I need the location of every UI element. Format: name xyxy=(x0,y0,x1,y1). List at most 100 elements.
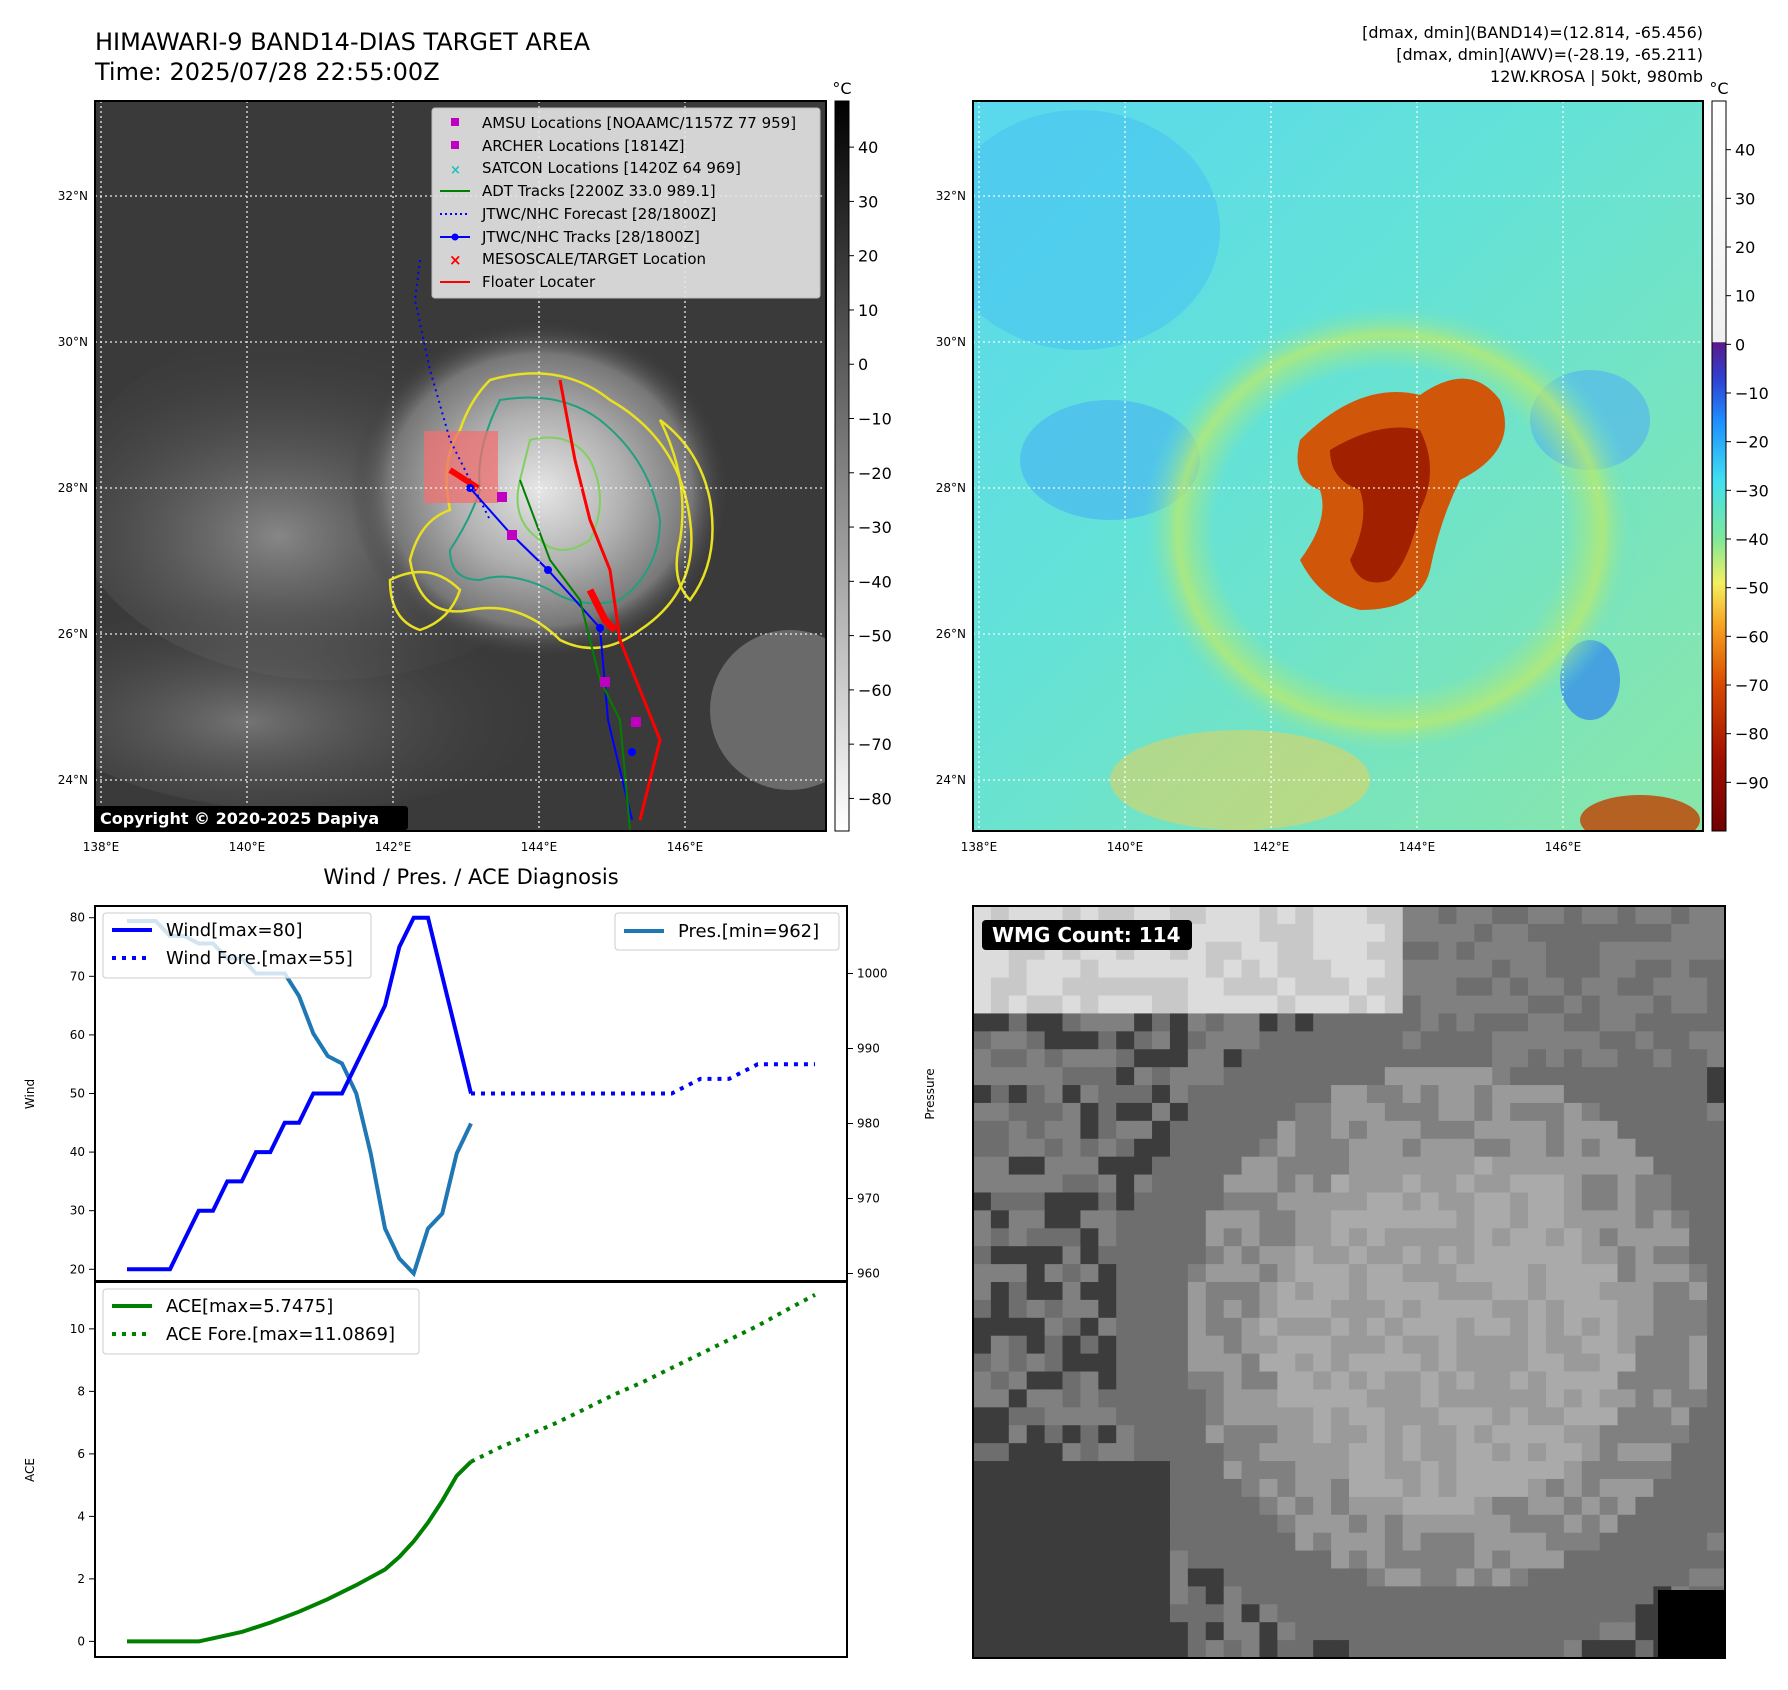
ir-colorbar-tick-10: −60 xyxy=(858,681,892,700)
wind-pressure-chart: 20 30 40 50 60 70 80 960 970 980 990 1000 Wind Pre… xyxy=(23,905,937,1282)
awv-colorbar-tick-1: 30 xyxy=(1735,189,1755,208)
wind-ylabel: Wind xyxy=(23,1079,37,1109)
svg-text:×: × xyxy=(449,251,462,269)
awv-colorbar: °C 40 30 20 10 0 −10 −20 −30 −40 −50 −60 −70 −80 −90 xyxy=(1709,79,1769,832)
ace-legend-label: ACE[max=5.7475] xyxy=(166,1296,333,1317)
ir-colorbar-unit: °C xyxy=(832,79,851,98)
ace-axis-tick-4: 8 xyxy=(77,1384,85,1398)
copyright-text: Copyright © 2020-2025 Dapiya xyxy=(100,809,379,828)
pressure-ylabel: Pressure xyxy=(923,1068,937,1119)
ir-colorbar-tick-11: −70 xyxy=(858,735,892,754)
awv-colorbar-tick-13: −90 xyxy=(1735,773,1769,792)
awv-map: 32°N 30°N 28°N 26°N 24°N 138°E 140°E 142… xyxy=(936,79,1769,854)
legend-satcon: SATCON Locations [1420Z 64 969] xyxy=(482,159,741,177)
ir-lat-32: 32°N xyxy=(58,189,88,203)
awv-lon-140: 140°E xyxy=(1107,840,1144,854)
awv-lon-144: 144°E xyxy=(1399,840,1436,854)
awv-lon-146: 146°E xyxy=(1545,840,1582,854)
awv-colorbar-tick-2: 20 xyxy=(1735,238,1755,257)
ir-colorbar-tick-5: −10 xyxy=(858,410,892,429)
legend-archer: ARCHER Locations [1814Z] xyxy=(482,137,685,155)
wind-forecast-legend-label: Wind Fore.[max=55] xyxy=(166,948,353,969)
ir-colorbar-tick-0: 40 xyxy=(858,138,878,157)
ace-axis-tick-0: 0 xyxy=(77,1634,85,1648)
ir-colorbar-tick-3: 10 xyxy=(858,301,878,320)
ir-lon-146: 146°E xyxy=(667,840,704,854)
wind-axis-tick-6: 80 xyxy=(70,911,85,925)
awv-lat-30: 30°N xyxy=(936,335,966,349)
wmg-map: WMG Count: 114 xyxy=(972,905,1726,1659)
awv-colorbar-tick-4: 0 xyxy=(1735,335,1745,354)
ir-colorbar-tick-1: 30 xyxy=(858,192,878,211)
awv-colorbar-tick-7: −30 xyxy=(1735,481,1769,500)
awv-lat-28: 28°N xyxy=(936,481,966,495)
ir-lat-24: 24°N xyxy=(58,773,88,787)
ir-colorbar-tick-4: 0 xyxy=(858,355,868,374)
ace-axis-tick-2: 4 xyxy=(77,1509,85,1523)
awv-colorbar-tick-10: −60 xyxy=(1735,627,1769,646)
wind-forecast-series-line xyxy=(471,1062,815,1096)
legend-floater: Floater Locater xyxy=(482,273,596,291)
awv-colorbar-unit: °C xyxy=(1709,79,1728,98)
ir-lat-28: 28°N xyxy=(58,481,88,495)
awv-colorbar-tick-11: −70 xyxy=(1735,676,1769,695)
ace-axis-tick-1: 2 xyxy=(77,1572,85,1586)
ir-lat-30: 30°N xyxy=(58,335,88,349)
info-awv: [dmax, dmin](AWV)=(-28.19, -65.211) xyxy=(1396,45,1703,64)
awv-colorbar-tick-0: 40 xyxy=(1735,141,1755,160)
wind-series-line xyxy=(127,915,473,1272)
ace-series-line xyxy=(127,1460,473,1644)
ir-colorbar-tick-8: −40 xyxy=(858,572,892,591)
legend-jtwc-tracks: JTWC/NHC Tracks [28/1800Z] xyxy=(481,228,700,246)
awv-colorbar-tick-8: −40 xyxy=(1735,530,1769,549)
pressure-axis-tick-4: 1000 xyxy=(857,967,888,981)
ace-forecast-legend-label: ACE Fore.[max=11.0869] xyxy=(166,1324,395,1345)
awv-colorbar-tick-5: −10 xyxy=(1735,384,1769,403)
wind-legend-label: Wind[max=80] xyxy=(166,920,303,941)
wind-axis-tick-5: 70 xyxy=(70,969,85,983)
ir-lon-144: 144°E xyxy=(521,840,558,854)
ir-colorbar-tick-7: −30 xyxy=(858,518,892,537)
info-band14: [dmax, dmin](BAND14)=(12.814, -65.456) xyxy=(1362,23,1703,42)
wind-axis-tick-4: 60 xyxy=(70,1028,85,1042)
ace-chart: 0 2 4 6 8 10 ACE ACE[max=5.7475] ACE Fore.[ma… xyxy=(23,1281,848,1658)
ir-colorbar-tick-12: −80 xyxy=(858,789,892,808)
pressure-axis-tick-0: 960 xyxy=(857,1267,880,1281)
awv-colorbar-tick-12: −80 xyxy=(1735,725,1769,744)
awv-lat-24: 24°N xyxy=(936,773,966,787)
ir-lon-138: 138°E xyxy=(83,840,120,854)
map-legend: AMSU Locations [NOAAMC/1157Z 77 959] ARC… xyxy=(431,107,821,299)
ace-forecast-series-line xyxy=(470,1293,816,1464)
legend-adt: ADT Tracks [2200Z 33.0 989.1] xyxy=(482,182,716,200)
awv-lon-138: 138°E xyxy=(961,840,998,854)
pressure-legend-label: Pres.[min=962] xyxy=(678,921,819,942)
wind-axis-tick-1: 30 xyxy=(70,1204,85,1218)
ace-legend: ACE[max=5.7475] ACE Fore.[max=11.0869] xyxy=(102,1288,420,1355)
ir-colorbar-tick-2: 20 xyxy=(858,247,878,266)
pressure-axis-tick-1: 970 xyxy=(857,1192,880,1206)
awv-colorbar-tick-6: −20 xyxy=(1735,433,1769,452)
ir-map: Copyright © 2020-2025 Dapiya AMSU Locati… xyxy=(58,79,892,854)
ace-axis-tick-5: 10 xyxy=(70,1322,85,1336)
awv-colorbar-tick-3: 10 xyxy=(1735,287,1755,306)
pressure-legend: Pres.[min=962] xyxy=(614,912,840,951)
legend-jtwc-forecast: JTWC/NHC Forecast [28/1800Z] xyxy=(481,205,716,223)
awv-colorbar-tick-9: −50 xyxy=(1735,579,1769,598)
wind-legend: Wind[max=80] Wind Fore.[max=55] xyxy=(102,912,372,979)
figure-time: Time: 2025/07/28 22:55:00Z xyxy=(94,58,440,86)
svg-text:×: × xyxy=(450,163,461,178)
wmg-count-label: WMG Count: 114 xyxy=(992,923,1181,947)
ir-colorbar: °C 40 30 20 10 0 −10 −20 −30 −40 −50 −60 −70 −80 xyxy=(832,79,892,832)
awv-lon-142: 142°E xyxy=(1253,840,1290,854)
pressure-axis-tick-3: 990 xyxy=(857,1042,880,1056)
legend-amsu: AMSU Locations [NOAAMC/1157Z 77 959] xyxy=(482,114,796,132)
legend-mesoscale: MESOSCALE/TARGET Location xyxy=(482,250,706,268)
ir-colorbar-tick-9: −50 xyxy=(858,627,892,646)
figure-title: HIMAWARI-9 BAND14-DIAS TARGET AREA xyxy=(95,28,591,56)
ir-lon-140: 140°E xyxy=(229,840,266,854)
info-storm: 12W.KROSA | 50kt, 980mb xyxy=(1490,67,1703,86)
awv-lat-32: 32°N xyxy=(936,189,966,203)
ir-lon-142: 142°E xyxy=(375,840,412,854)
wind-axis-tick-3: 50 xyxy=(70,1087,85,1101)
awv-lat-26: 26°N xyxy=(936,627,966,641)
